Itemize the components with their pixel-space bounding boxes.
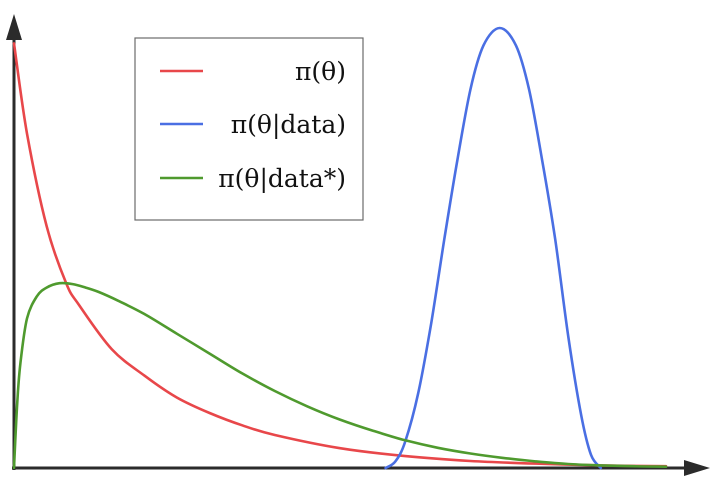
legend-label-3: π(θ|data*) bbox=[218, 164, 346, 194]
legend-box bbox=[134, 37, 364, 221]
legend-label-2: π(θ|data) bbox=[231, 110, 346, 140]
legend: π(θ) π(θ|data) π(θ|data*) bbox=[134, 37, 364, 221]
series-line-2 bbox=[384, 26, 603, 470]
x-axis-arrow bbox=[684, 460, 710, 476]
series-line-3 bbox=[12, 281, 668, 470]
axes bbox=[6, 14, 710, 476]
y-axis-arrow bbox=[6, 14, 22, 40]
series-line-1 bbox=[12, 42, 668, 468]
series-lines bbox=[12, 26, 668, 470]
legend-label-1: π(θ) bbox=[295, 57, 346, 86]
